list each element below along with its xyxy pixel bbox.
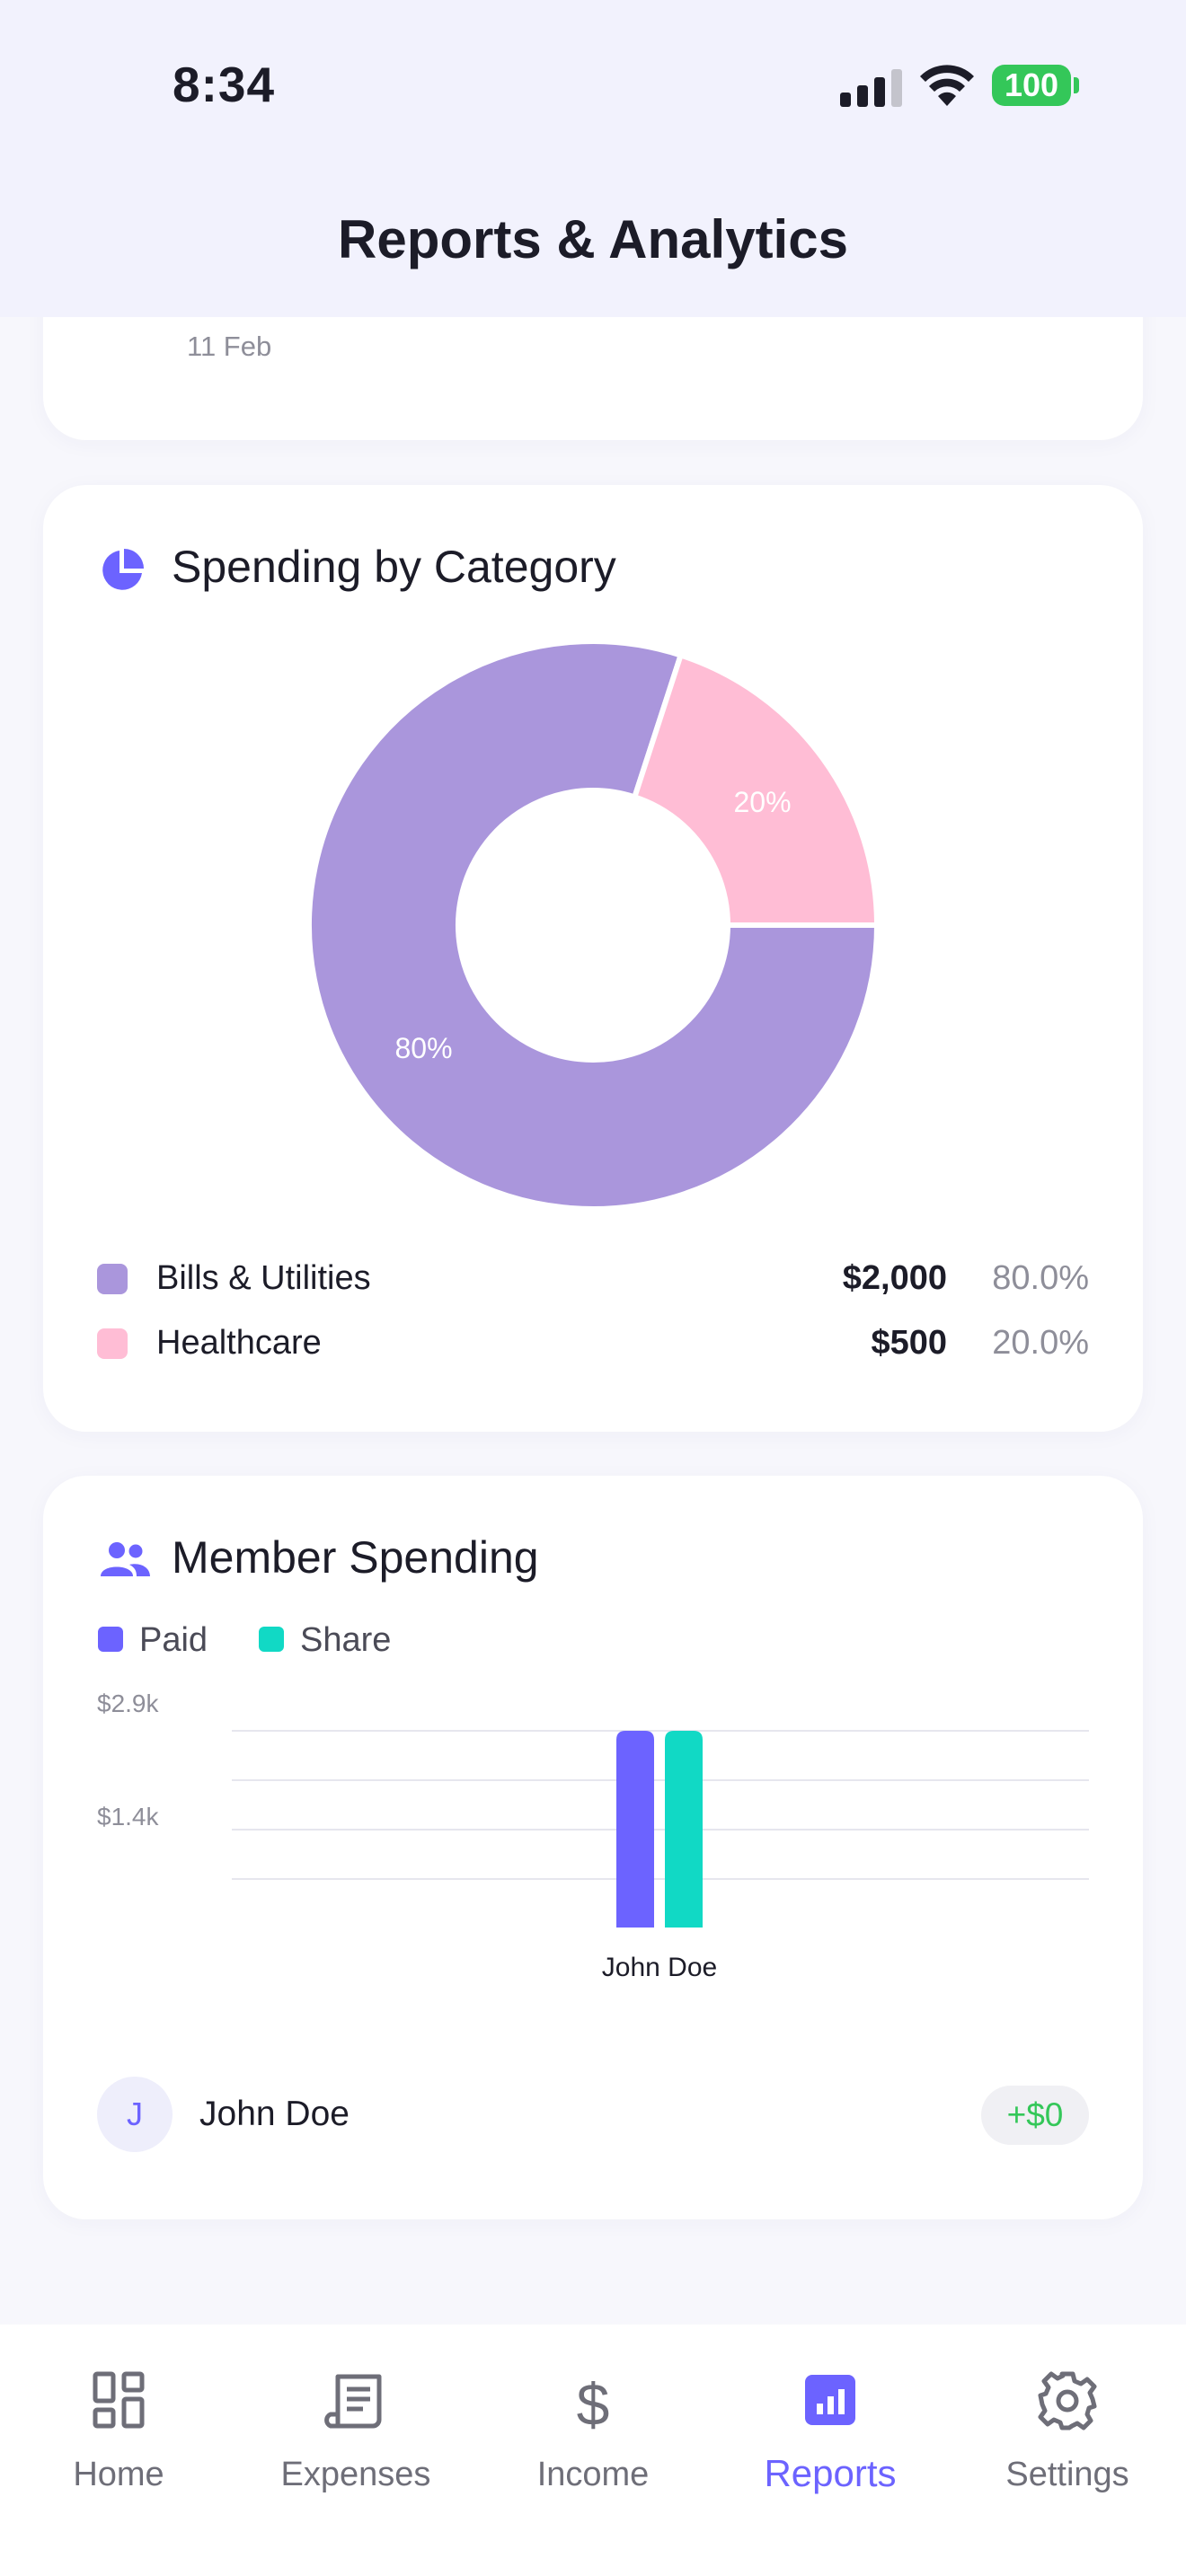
legend-label: Healthcare <box>156 1324 322 1362</box>
page-title: Reports & Analytics <box>338 209 848 269</box>
tab-label: Reports <box>764 2452 897 2494</box>
member-row[interactable]: J John Doe +$0 <box>43 2077 1143 2157</box>
battery-cap <box>1074 77 1079 93</box>
donut-chart: 80% 20% <box>306 639 881 1212</box>
donut-slice-healthcare[interactable] <box>631 651 881 928</box>
status-time: 8:34 <box>173 57 276 112</box>
home-grid-icon <box>93 2371 145 2429</box>
tab-label: Home <box>73 2456 164 2493</box>
legend-percent: 80.0% <box>992 1259 1089 1297</box>
slice-label-healthcare: 20% <box>733 786 791 818</box>
legend-swatch-paid <box>98 1627 123 1652</box>
slice-label-bills: 80% <box>394 1032 452 1064</box>
card-title: Member Spending <box>172 1532 539 1583</box>
legend-swatch-healthcare <box>97 1328 128 1359</box>
tab-bar: Home Expenses $ Income Reports <box>0 2325 1186 2576</box>
status-bar: 8:34 100 <box>0 0 1186 171</box>
tab-reports[interactable]: Reports <box>712 2346 949 2526</box>
pie-chart-icon <box>102 549 144 590</box>
receipt-icon <box>324 2374 382 2429</box>
svg-text:$: $ <box>577 2371 610 2432</box>
wifi-icon <box>920 65 974 106</box>
balance-badge: +$0 <box>981 2086 1089 2145</box>
transaction-date: 11 Feb <box>187 331 272 362</box>
legend-row-healthcare[interactable]: Healthcare $500 20.0% <box>43 1315 1143 1369</box>
legend-label: Share <box>300 1621 392 1659</box>
legend-percent: 20.0% <box>992 1324 1089 1362</box>
battery-indicator: 100 <box>992 65 1071 106</box>
dollar-icon: $ <box>577 2371 610 2432</box>
donut-slice-bills[interactable] <box>306 639 881 1212</box>
tab-label: Settings <box>1005 2456 1129 2493</box>
avatar: J <box>97 2077 173 2152</box>
y-tick-label: $1.4k <box>97 1803 159 1831</box>
people-icon <box>101 1542 150 1576</box>
card-title: Spending by Category <box>172 542 616 592</box>
tab-label: Income <box>536 2456 650 2493</box>
member-name: John Doe <box>199 2095 350 2133</box>
bar-share[interactable] <box>665 1731 703 1928</box>
page-header: Reports & Analytics <box>0 171 1186 317</box>
gear-icon <box>1038 2371 1097 2430</box>
reports-chart-icon <box>805 2375 855 2425</box>
tab-settings[interactable]: Settings <box>949 2346 1186 2526</box>
legend-label: Bills & Utilities <box>156 1259 371 1297</box>
tab-expenses[interactable]: Expenses <box>237 2346 474 2526</box>
legend-amount: $500 <box>871 1324 947 1362</box>
tab-income[interactable]: $ Income <box>474 2346 712 2526</box>
spending-by-category-card: Spending by Category 80% 20% Bills & Uti… <box>43 485 1143 1432</box>
legend-amount: $2,000 <box>842 1259 947 1297</box>
legend-swatch-bills <box>97 1264 128 1294</box>
member-spending-card: Member Spending <box>43 1476 1143 2219</box>
bar-paid[interactable] <box>616 1731 654 1928</box>
y-tick-label: $2.9k <box>97 1689 159 1717</box>
legend-label: Paid <box>139 1621 208 1659</box>
x-category-label: John Doe <box>602 1953 717 1982</box>
tab-label: Expenses <box>280 2456 431 2493</box>
legend-row-bills[interactable]: Bills & Utilities $2,000 80.0% <box>43 1250 1143 1304</box>
cellular-signal-icon <box>840 67 903 107</box>
tab-home[interactable]: Home <box>0 2346 237 2526</box>
legend-swatch-share <box>259 1627 284 1652</box>
